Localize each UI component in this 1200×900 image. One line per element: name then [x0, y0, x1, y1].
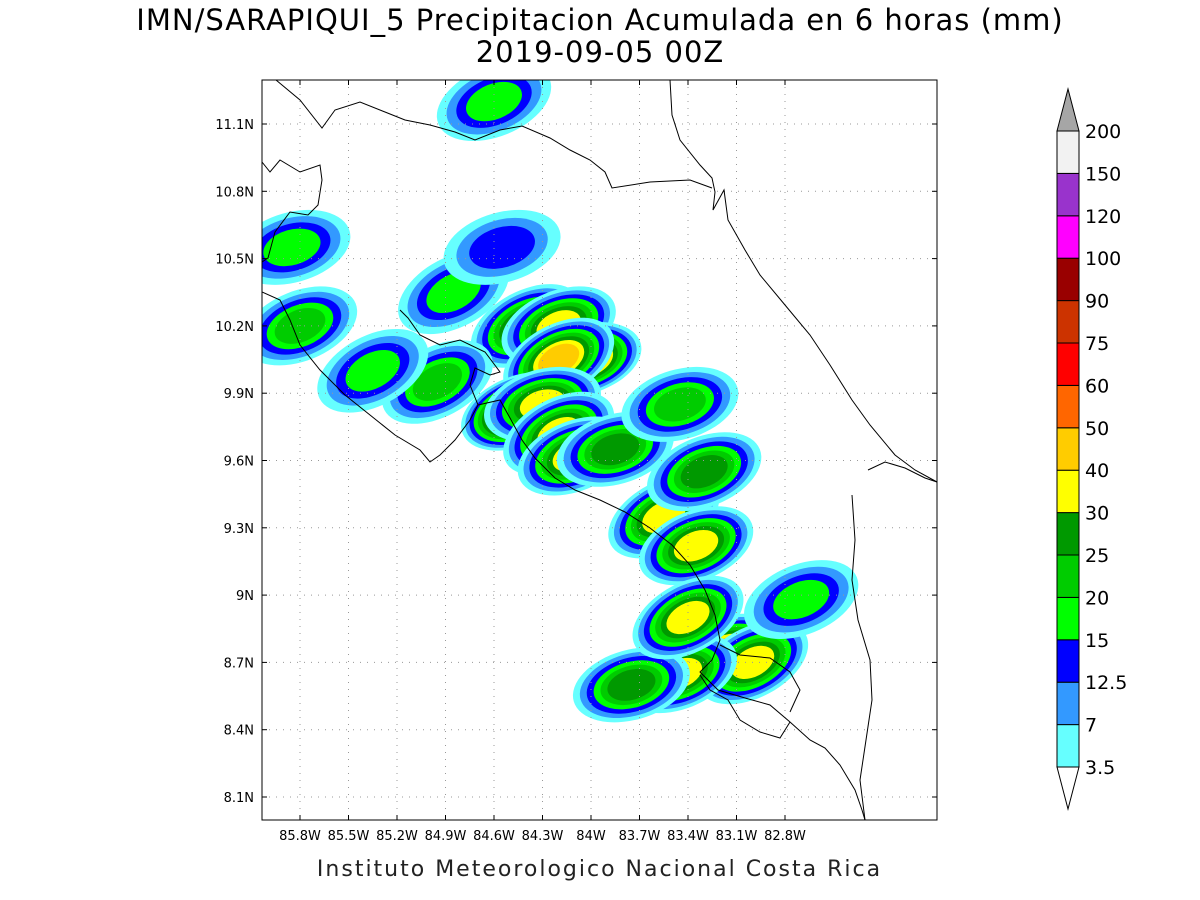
colorbar-label: 12.5: [1085, 672, 1127, 694]
colorbar-swatch: [1056, 130, 1080, 174]
colorbar-swatch: [1056, 681, 1080, 726]
colorbar-label: 120: [1085, 206, 1121, 228]
colorbar-swatch: [1056, 554, 1080, 598]
caribbean-coastline: [669, 80, 937, 483]
rain-cell: [632, 575, 744, 660]
lon-tick-label: 82.8W: [764, 829, 806, 844]
rain-cell: [744, 560, 859, 640]
colorbar-label: 40: [1085, 460, 1109, 482]
chart-subtitle-date: 2019-09-05 00Z: [475, 35, 725, 69]
lon-tick-label: 84W: [576, 829, 606, 844]
rain-contour: [654, 387, 706, 422]
rain-contour: [412, 363, 463, 401]
northern-border: [275, 80, 713, 189]
rain-contour: [591, 433, 640, 466]
panama-coast: [867, 461, 937, 483]
colorbar-label: 50: [1085, 418, 1109, 440]
lon-tick-label: 83.7W: [619, 829, 661, 844]
colorbar-label: 150: [1085, 163, 1121, 185]
lat-tick-label: 9.6N: [224, 455, 254, 470]
lat-tick-label: 9N: [236, 589, 254, 604]
rain-contour: [666, 600, 710, 635]
osa-peninsula-outline: [719, 644, 801, 713]
colorbar-under-arrow: [1056, 766, 1080, 811]
lon-tick-label: 85.5W: [328, 829, 370, 844]
rain-contour: [345, 349, 400, 392]
rain-cell: [572, 647, 690, 723]
rain-contour: [538, 343, 580, 376]
colorbar-swatch: [1056, 257, 1080, 302]
colorbar-label: 60: [1085, 375, 1109, 397]
rain-contour: [773, 579, 830, 620]
coastline-borders: [262, 80, 937, 820]
lat-tick-label: 8.7N: [224, 656, 254, 671]
colorbar-swatch: [1056, 342, 1080, 386]
footer-credit: Instituto Meteorologico Nacional Costa R…: [316, 857, 883, 882]
lat-tick-label: 9.3N: [224, 522, 254, 537]
colorbar-swatch: [1056, 512, 1080, 556]
lat-tick-label: 10.2N: [215, 320, 254, 335]
colorbar-label: 20: [1085, 587, 1109, 609]
chart-title: IMN/SARAPIQUI_5 Precipitacion Acumulada …: [136, 3, 1064, 37]
colorbar-label: 7: [1085, 715, 1097, 737]
lon-tick-label: 85.2W: [376, 829, 418, 844]
colorbar-label: 25: [1085, 545, 1109, 567]
lon-tick-label: 83.4W: [667, 829, 709, 844]
panama-border: [851, 494, 873, 820]
rain-contour: [607, 668, 656, 701]
colorbar-label: 15: [1085, 630, 1109, 652]
lon-tick-label: 85.8W: [279, 829, 321, 844]
colorbar-swatch: [1056, 469, 1080, 514]
colorbar-legend: 3.5 7 12.5 15 20 25 30 40 50 60 75 90 100 120 150 200: [1056, 87, 1127, 811]
lat-tick-label: 8.1N: [224, 791, 254, 806]
lat-tick-label: 9.9N: [224, 387, 254, 402]
map-frame: [261, 79, 938, 821]
rain-contour: [680, 455, 728, 489]
axis-ticks: 85.8W 85.5W 85.2W 84.9W 84.6W 84.3W 84W 83.7W 83…: [215, 80, 937, 844]
colorbar-label: 100: [1085, 248, 1121, 270]
rain-cell: [443, 209, 561, 285]
colorbar-label: 200: [1085, 121, 1121, 143]
lon-tick-label: 83.1W: [716, 829, 758, 844]
colorbar-label: 75: [1085, 333, 1109, 355]
lon-tick-label: 84.6W: [473, 829, 515, 844]
rain-contour: [469, 225, 535, 269]
pacific-coastline: [262, 159, 866, 820]
colorbar-swatch: [1056, 639, 1080, 683]
rain-contour: [673, 529, 719, 562]
colorbar-swatch: [1056, 300, 1080, 344]
colorbar-swatch: [1056, 724, 1080, 768]
colorbar-over-arrow: [1056, 87, 1080, 132]
lon-tick-label: 84.3W: [522, 829, 564, 844]
rain-cell: [317, 328, 429, 413]
rain-cell: [647, 432, 762, 512]
lat-tick-label: 10.8N: [215, 185, 254, 200]
colorbar-swatch: [1056, 427, 1080, 471]
colorbar-swatch: [1056, 596, 1080, 641]
rain-cell: [638, 506, 754, 586]
rain-contour: [263, 228, 321, 267]
graticule-grid: [262, 80, 937, 820]
lat-tick-label: 10.5N: [215, 253, 254, 268]
lon-tick-label: 84.9W: [425, 829, 467, 844]
rain-cell: [262, 209, 351, 285]
rainfall-field: [262, 80, 859, 723]
colorbar-label: 3.5: [1085, 757, 1115, 779]
colorbar-label: 90: [1085, 291, 1109, 313]
lat-tick-label: 8.4N: [224, 724, 254, 739]
lat-tick-label: 11.1N: [215, 118, 254, 133]
colorbar-swatch: [1056, 172, 1080, 217]
colorbar-swatch: [1056, 215, 1080, 259]
colorbar-label: 30: [1085, 503, 1109, 525]
colorbar-swatch: [1056, 384, 1080, 429]
